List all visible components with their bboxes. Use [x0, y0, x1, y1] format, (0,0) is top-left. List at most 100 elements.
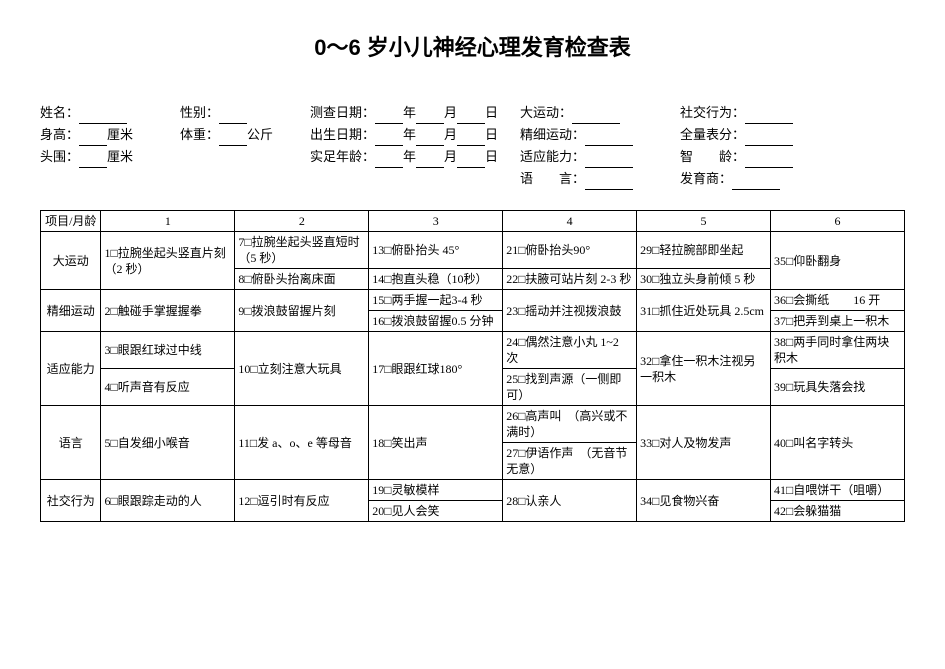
birth-year[interactable]	[375, 130, 403, 146]
cell: 23□摇动并注视拨浪鼓	[503, 290, 637, 332]
name-label: 姓名：	[40, 105, 79, 120]
cell: 22□扶腋可站片刻 2-3 秒	[503, 269, 637, 290]
cell: 16□拨浪鼓留握0.5 分钟	[369, 311, 503, 332]
row-label-language: 语言	[41, 406, 101, 480]
height-unit: 厘米	[107, 127, 133, 142]
cell: 10□立刻注意大玩具	[235, 332, 369, 406]
head-label: 头围：	[40, 149, 79, 164]
cell: 21□俯卧抬头90°	[503, 232, 637, 269]
table-row: 社交行为 6□眼跟踪走动的人 12□逗引时有反应 19□灵敏模样 28□认亲人 …	[41, 480, 905, 501]
cell: 3□眼跟红球过中线	[101, 332, 235, 369]
cell: 26□高声叫 （高兴或不满时）	[503, 406, 637, 443]
cell: 35□仰卧翻身	[771, 232, 905, 290]
cell: 8□俯卧头抬离床面	[235, 269, 369, 290]
cell: 41□自喂饼干（咀嚼）	[771, 480, 905, 501]
total-score-field[interactable]	[745, 130, 793, 146]
fine-motor-field[interactable]	[585, 130, 633, 146]
th-month-3: 3	[369, 211, 503, 232]
row-label-fine-motor: 精细运动	[41, 290, 101, 332]
th-month-1: 1	[101, 211, 235, 232]
lang-label: 语 言：	[520, 171, 585, 186]
age-year[interactable]	[375, 152, 403, 168]
table-row: 大运动 1□拉腕坐起头竖直片刻（2 秒） 7□拉腕坐起头竖直短时（5 秒） 13…	[41, 232, 905, 269]
cell: 34□见食物兴奋	[637, 480, 771, 522]
cell: 9□拨浪鼓留握片刻	[235, 290, 369, 332]
dq-label: 发育商：	[680, 171, 732, 186]
adapt-field[interactable]	[585, 152, 633, 168]
cell: 24□偶然注意小丸 1~2 次	[503, 332, 637, 369]
cell: 15□两手握一起3-4 秒	[369, 290, 503, 311]
table-row: 精细运动 2□触碰手掌握握拳 9□拨浪鼓留握片刻 15□两手握一起3-4 秒 2…	[41, 290, 905, 311]
cell: 17□眼跟红球180°	[369, 332, 503, 406]
birth-month[interactable]	[416, 130, 444, 146]
weight-field[interactable]	[219, 130, 247, 146]
gross-motor-label: 大运动：	[520, 105, 572, 120]
cell: 29□轻拉腕部即坐起	[637, 232, 771, 269]
cell: 6□眼跟踪走动的人	[101, 480, 235, 522]
sex-label: 性别：	[180, 105, 219, 120]
name-field[interactable]	[79, 108, 127, 124]
th-month-2: 2	[235, 211, 369, 232]
birth-day[interactable]	[457, 130, 485, 146]
social-label: 社交行为：	[680, 105, 745, 120]
cell: 2□触碰手掌握握拳	[101, 290, 235, 332]
sex-field[interactable]	[219, 108, 247, 124]
row-label-adapt: 适应能力	[41, 332, 101, 406]
cell: 32□拿住一积木注视另一积木	[637, 332, 771, 406]
cell: 31□抓住近处玩具 2.5cm	[637, 290, 771, 332]
iq-label: 智 龄：	[680, 149, 745, 164]
height-field[interactable]	[79, 130, 107, 146]
lang-field[interactable]	[585, 174, 633, 190]
gross-motor-field[interactable]	[572, 108, 620, 124]
th-month-5: 5	[637, 211, 771, 232]
cell: 19□灵敏模样	[369, 480, 503, 501]
cell: 13□俯卧抬头 45°	[369, 232, 503, 269]
cell: 11□发 a、o、e 等母音	[235, 406, 369, 480]
cell: 28□认亲人	[503, 480, 637, 522]
cell: 39□玩具失落会找	[771, 369, 905, 406]
cell: 30□独立头身前倾 5 秒	[637, 269, 771, 290]
age-label: 实足年龄：	[310, 149, 375, 164]
cell: 1□拉腕坐起头竖直片刻（2 秒）	[101, 232, 235, 290]
row-label-social: 社交行为	[41, 480, 101, 522]
table-row: 语言 5□自发细小喉音 11□发 a、o、e 等母音 18□笑出声 26□高声叫…	[41, 406, 905, 443]
age-day[interactable]	[457, 152, 485, 168]
social-field[interactable]	[745, 108, 793, 124]
cell: 4□听声音有反应	[101, 369, 235, 406]
adapt-label: 适应能力：	[520, 149, 585, 164]
header-info: 姓名： 身高：厘米 头围：厘米 性别： 体重：公斤 测查日期：年月日 出生日期：…	[40, 102, 905, 190]
height-label: 身高：	[40, 127, 79, 142]
iq-field[interactable]	[745, 152, 793, 168]
assessment-table: 项目/月龄 1 2 3 4 5 6 大运动 1□拉腕坐起头竖直片刻（2 秒） 7…	[40, 210, 905, 522]
test-year[interactable]	[375, 108, 403, 124]
test-day[interactable]	[457, 108, 485, 124]
th-label: 项目/月龄	[41, 211, 101, 232]
age-month[interactable]	[416, 152, 444, 168]
cell: 20□见人会笑	[369, 501, 503, 522]
dq-field[interactable]	[732, 174, 780, 190]
weight-label: 体重：	[180, 127, 219, 142]
cell: 42□会躲猫猫	[771, 501, 905, 522]
test-month[interactable]	[416, 108, 444, 124]
table-row: 适应能力 3□眼跟红球过中线 10□立刻注意大玩具 17□眼跟红球180° 24…	[41, 332, 905, 369]
total-score-label: 全量表分：	[680, 127, 745, 142]
test-date-label: 测查日期：	[310, 105, 375, 120]
table-header-row: 项目/月龄 1 2 3 4 5 6	[41, 211, 905, 232]
th-month-6: 6	[771, 211, 905, 232]
th-month-4: 4	[503, 211, 637, 232]
head-unit: 厘米	[107, 149, 133, 164]
cell: 7□拉腕坐起头竖直短时（5 秒）	[235, 232, 369, 269]
cell: 27□伊语作声 （无音节无意）	[503, 443, 637, 480]
cell: 38□两手同时拿住两块积木	[771, 332, 905, 369]
cell: 12□逗引时有反应	[235, 480, 369, 522]
cell: 18□笑出声	[369, 406, 503, 480]
cell: 33□对人及物发声	[637, 406, 771, 480]
cell: 14□抱直头稳（10秒）	[369, 269, 503, 290]
fine-motor-label: 精细运动：	[520, 127, 585, 142]
cell: 36□会撕纸 16 开	[771, 290, 905, 311]
row-label-gross-motor: 大运动	[41, 232, 101, 290]
head-field[interactable]	[79, 152, 107, 168]
cell: 37□把弄到桌上一积木	[771, 311, 905, 332]
cell: 5□自发细小喉音	[101, 406, 235, 480]
birth-date-label: 出生日期：	[310, 127, 375, 142]
